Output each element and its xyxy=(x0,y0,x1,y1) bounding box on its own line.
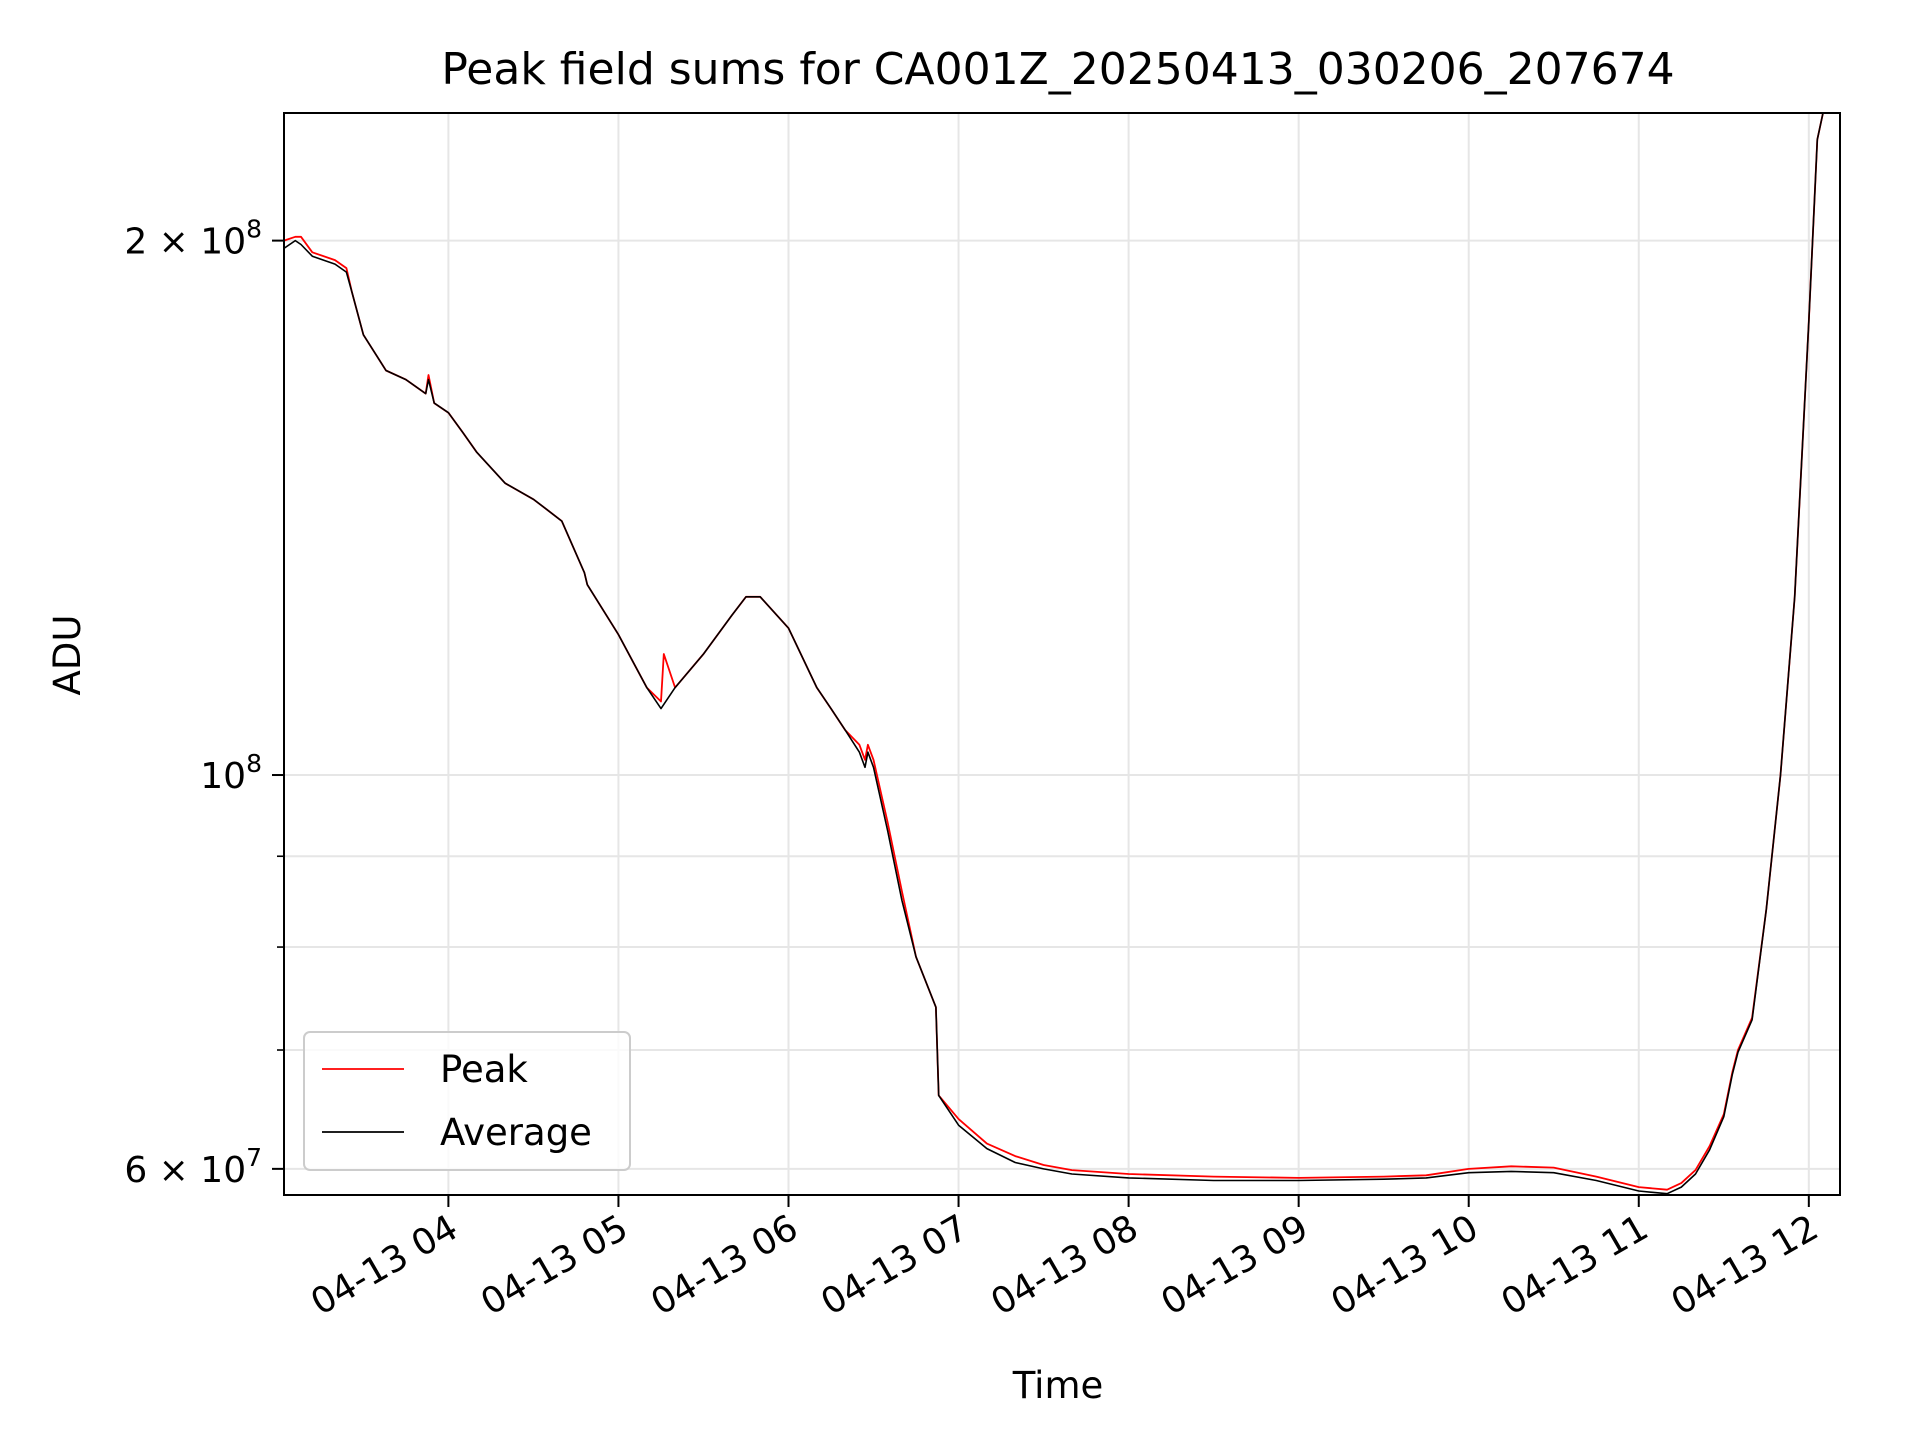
x-axis-label: Time xyxy=(1012,1364,1104,1407)
y-tick-label: 6 × 107 xyxy=(124,1143,262,1191)
legend: Peak Average xyxy=(303,1031,631,1171)
y-tick-label-exponent: 8 xyxy=(246,749,262,778)
y-tick-label-base: 2 × 10 xyxy=(124,222,246,263)
y-tick-label-base: 6 × 10 xyxy=(124,1150,246,1191)
plot-frame xyxy=(283,112,1841,1196)
y-tick-label: 2 × 108 xyxy=(124,215,262,263)
y-tick-label-base: 10 xyxy=(200,756,246,797)
legend-label-peak: Peak xyxy=(440,1048,528,1091)
legend-box xyxy=(303,1031,631,1171)
plot-series xyxy=(284,113,1824,1195)
y-tick-label-exponent: 7 xyxy=(246,1143,262,1172)
y-axis-label: ADU xyxy=(46,615,89,696)
chart-title: Peak field sums for CA001Z_20250413_0302… xyxy=(441,44,1674,95)
y-tick-label-exponent: 8 xyxy=(246,215,262,244)
legend-label-average: Average xyxy=(440,1111,592,1154)
series-line-average xyxy=(284,113,1824,1195)
y-tick-label: 108 xyxy=(200,749,262,797)
